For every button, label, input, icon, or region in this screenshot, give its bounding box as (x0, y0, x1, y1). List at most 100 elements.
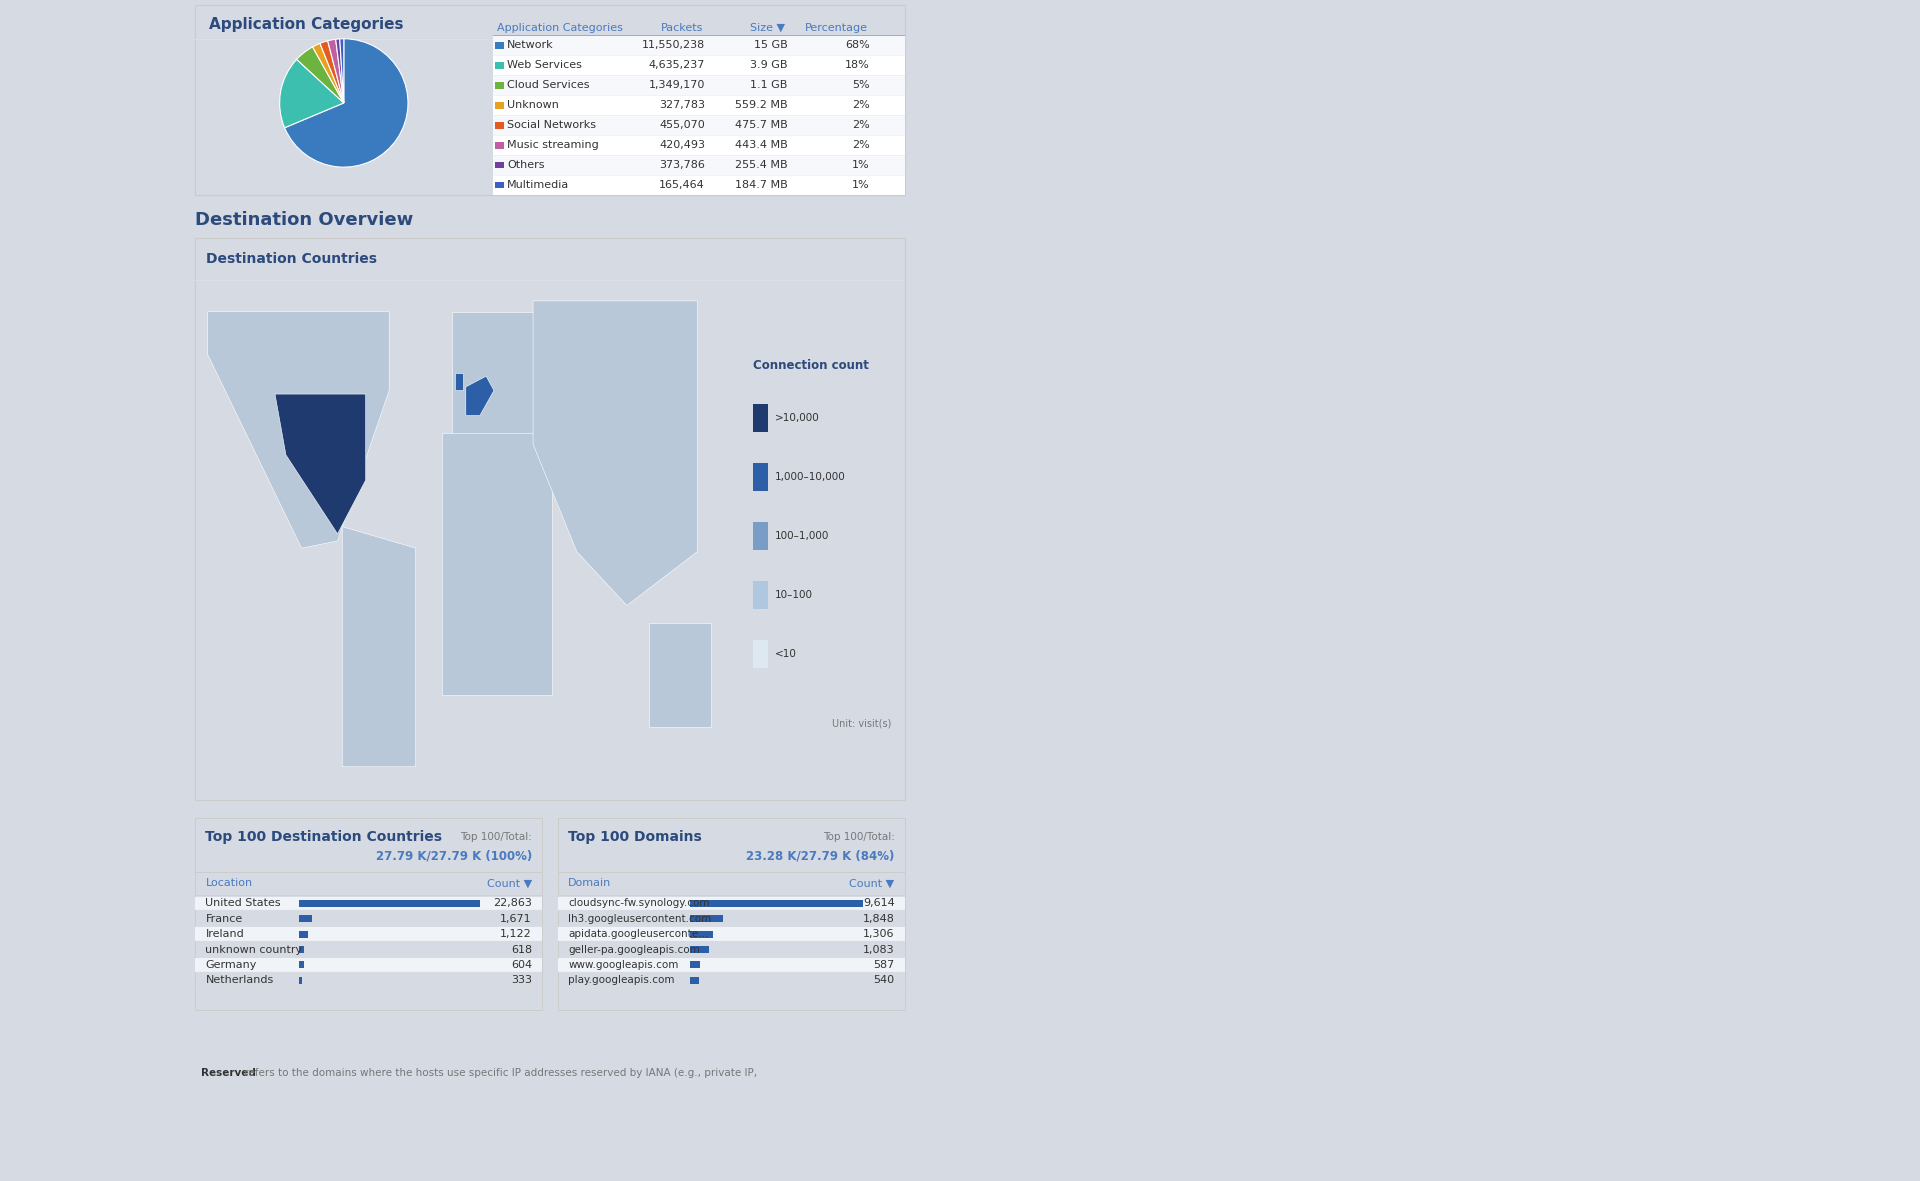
Text: 18%: 18% (845, 60, 870, 71)
Text: 255.4 MB: 255.4 MB (735, 161, 787, 170)
Text: Unit: visit(s): Unit: visit(s) (831, 718, 891, 729)
FancyBboxPatch shape (495, 61, 503, 68)
Text: Top 100/Total:: Top 100/Total: (461, 833, 532, 842)
FancyBboxPatch shape (689, 900, 864, 907)
FancyBboxPatch shape (493, 96, 904, 116)
Text: unknown country: unknown country (205, 945, 303, 954)
FancyBboxPatch shape (689, 946, 708, 953)
Text: 10–100: 10–100 (776, 589, 812, 600)
Text: 475.7 MB: 475.7 MB (735, 120, 787, 130)
FancyBboxPatch shape (196, 927, 541, 941)
Text: 1.1 GB: 1.1 GB (751, 80, 787, 90)
FancyBboxPatch shape (300, 915, 313, 922)
Text: 455,070: 455,070 (659, 120, 705, 130)
Text: 15 GB: 15 GB (755, 40, 787, 51)
Text: 559.2 MB: 559.2 MB (735, 100, 787, 110)
Text: Cloud Services: Cloud Services (507, 80, 589, 90)
Text: 184.7 MB: 184.7 MB (735, 180, 787, 190)
FancyBboxPatch shape (753, 463, 768, 490)
Text: 1,349,170: 1,349,170 (649, 80, 705, 90)
Text: lh3.googleusercontent.com: lh3.googleusercontent.com (568, 914, 710, 924)
FancyBboxPatch shape (557, 896, 904, 911)
Text: Percentage: Percentage (804, 22, 868, 33)
Text: 333: 333 (511, 976, 532, 985)
Text: 2%: 2% (852, 141, 870, 150)
Polygon shape (467, 376, 493, 416)
FancyBboxPatch shape (493, 155, 904, 175)
FancyBboxPatch shape (493, 116, 904, 135)
Text: cloudsync-fw.synology.com: cloudsync-fw.synology.com (568, 899, 710, 908)
FancyBboxPatch shape (300, 900, 480, 907)
FancyBboxPatch shape (753, 640, 768, 667)
FancyBboxPatch shape (689, 931, 712, 938)
Wedge shape (284, 39, 407, 168)
FancyBboxPatch shape (493, 175, 904, 195)
Text: 2%: 2% (852, 120, 870, 130)
Text: France: France (205, 914, 242, 924)
Text: <10: <10 (776, 648, 797, 659)
Text: Destination Countries: Destination Countries (205, 253, 376, 267)
Text: 11,550,238: 11,550,238 (641, 40, 705, 51)
Text: 540: 540 (874, 976, 895, 985)
Text: >10,000: >10,000 (776, 413, 820, 423)
Text: Application Categories: Application Categories (497, 22, 622, 33)
Text: 2%: 2% (852, 100, 870, 110)
Text: geller-pa.googleapis.com: geller-pa.googleapis.com (568, 945, 701, 954)
FancyBboxPatch shape (495, 81, 503, 89)
FancyBboxPatch shape (495, 182, 503, 189)
Text: 327,783: 327,783 (659, 100, 705, 110)
Text: Top 100 Domains: Top 100 Domains (568, 830, 703, 844)
Text: refers to the domains where the hosts use specific IP addresses reserved by IANA: refers to the domains where the hosts us… (242, 1068, 756, 1077)
Text: Count ▼: Count ▼ (849, 879, 895, 888)
Text: Germany: Germany (205, 960, 257, 970)
Wedge shape (298, 47, 344, 103)
Text: Reserved: Reserved (202, 1068, 255, 1077)
FancyBboxPatch shape (753, 581, 768, 608)
FancyBboxPatch shape (753, 404, 768, 431)
FancyBboxPatch shape (495, 142, 503, 149)
Text: United States: United States (205, 899, 280, 908)
FancyBboxPatch shape (493, 76, 904, 96)
Text: 5%: 5% (852, 80, 870, 90)
Text: 618: 618 (511, 945, 532, 954)
Text: Top 100/Total:: Top 100/Total: (822, 833, 895, 842)
Text: 22,863: 22,863 (493, 899, 532, 908)
FancyBboxPatch shape (557, 958, 904, 972)
Text: 68%: 68% (845, 40, 870, 51)
Text: Location: Location (205, 879, 253, 888)
Text: 23.28 K/27.79 K (84%): 23.28 K/27.79 K (84%) (747, 850, 895, 863)
Text: Others: Others (507, 161, 545, 170)
Text: Connection count: Connection count (753, 359, 868, 372)
FancyBboxPatch shape (495, 122, 503, 129)
Text: Multimedia: Multimedia (507, 180, 570, 190)
Text: 443.4 MB: 443.4 MB (735, 141, 787, 150)
Text: 100–1,000: 100–1,000 (776, 531, 829, 541)
Text: 9,614: 9,614 (862, 899, 895, 908)
Text: 587: 587 (874, 960, 895, 970)
Text: Ireland: Ireland (205, 929, 244, 939)
Text: 604: 604 (511, 960, 532, 970)
Text: apidata.googleuserconte...: apidata.googleuserconte... (568, 929, 708, 939)
Text: play.googleapis.com: play.googleapis.com (568, 976, 674, 985)
Text: 373,786: 373,786 (659, 161, 705, 170)
Text: Music streaming: Music streaming (507, 141, 599, 150)
Text: Size ▼: Size ▼ (751, 22, 785, 33)
Wedge shape (313, 44, 344, 103)
FancyBboxPatch shape (300, 946, 303, 953)
Text: 27.79 K/27.79 K (100%): 27.79 K/27.79 K (100%) (376, 850, 532, 863)
Polygon shape (455, 372, 463, 391)
Text: 1%: 1% (852, 161, 870, 170)
FancyBboxPatch shape (493, 56, 904, 76)
FancyBboxPatch shape (300, 977, 301, 984)
FancyBboxPatch shape (493, 135, 904, 155)
Text: Application Categories: Application Categories (209, 17, 403, 32)
Text: 3.9 GB: 3.9 GB (751, 60, 787, 71)
FancyBboxPatch shape (300, 931, 307, 938)
Text: Netherlands: Netherlands (205, 976, 275, 985)
Text: 1,848: 1,848 (862, 914, 895, 924)
FancyBboxPatch shape (495, 43, 503, 48)
Text: 1,306: 1,306 (864, 929, 895, 939)
Text: Count ▼: Count ▼ (488, 879, 532, 888)
Text: Domain: Domain (568, 879, 611, 888)
Polygon shape (275, 394, 365, 534)
